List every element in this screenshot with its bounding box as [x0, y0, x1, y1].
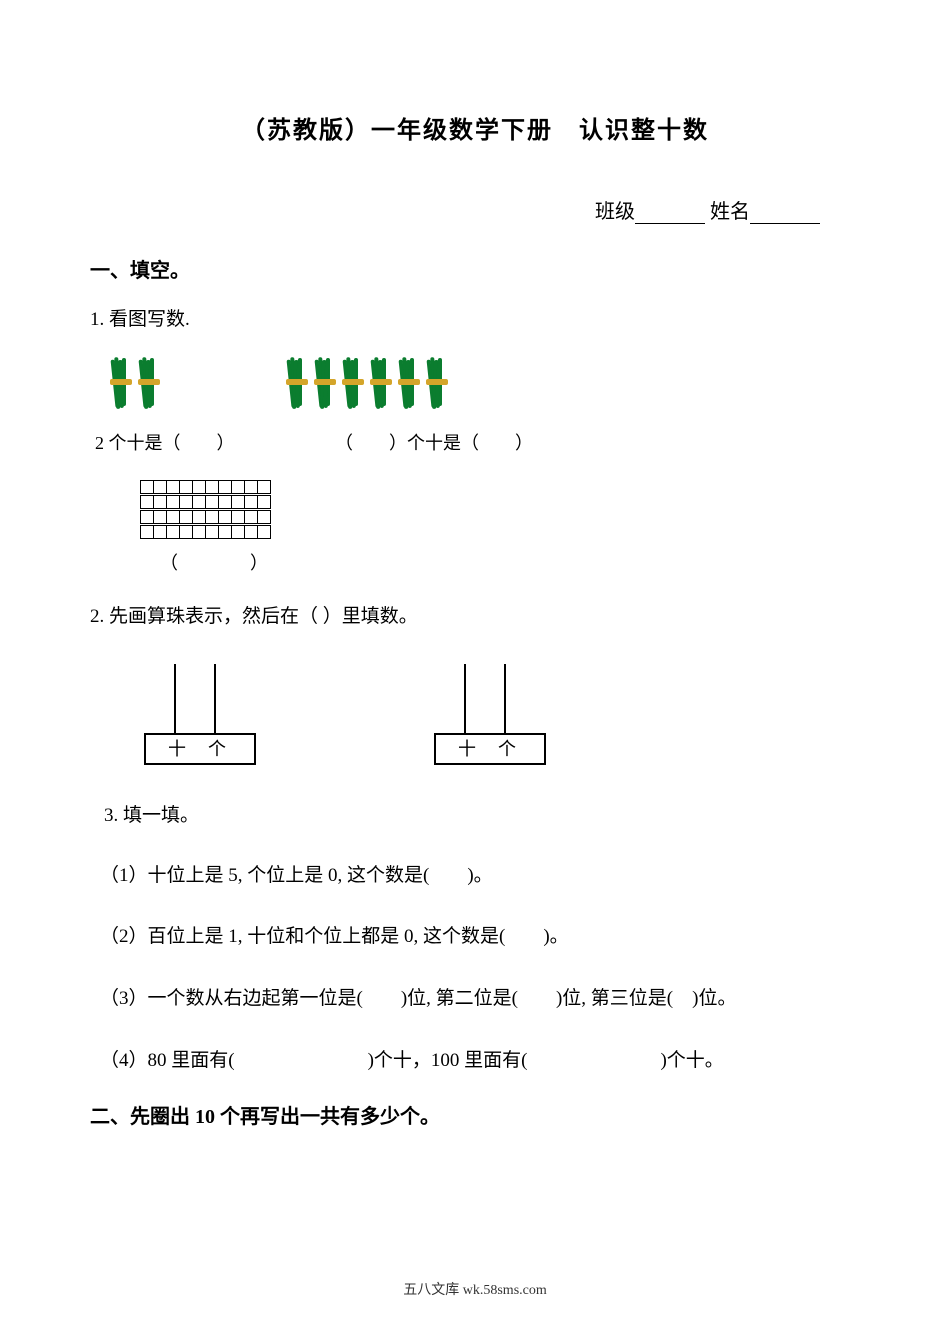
ones-label-1: 个 — [208, 739, 226, 759]
grid-cell — [205, 495, 219, 509]
grid-cell — [218, 525, 232, 539]
abacus-1: 十 个 — [140, 659, 270, 769]
grid-cell — [244, 495, 258, 509]
grid-cell — [257, 480, 271, 494]
grid-cell — [205, 510, 219, 524]
class-label: 班级 — [595, 201, 635, 223]
grid-cell — [179, 525, 193, 539]
q3-item-1: （1）十位上是 5, 个位上是 0, 这个数是( )。 — [100, 854, 860, 898]
bundle-group-1 — [110, 357, 160, 414]
bundle — [286, 357, 308, 414]
bundle — [398, 357, 420, 414]
tens-label-2: 十 — [458, 739, 476, 759]
caption-right: （ ）个十是（ ） — [335, 429, 635, 455]
grid-cell — [192, 495, 206, 509]
bundle — [342, 357, 364, 414]
bundle-group-2 — [286, 357, 448, 414]
grid-cell — [257, 525, 271, 539]
grid-cell — [192, 480, 206, 494]
grid-row — [140, 495, 860, 509]
grid-cell — [231, 495, 245, 509]
q1-text: 1. 看图写数. — [90, 303, 860, 337]
section2-header: 二、先圈出 10 个再写出一共有多少个。 — [90, 1100, 860, 1129]
footer: 五八文库 wk.58sms.com — [0, 1279, 950, 1299]
grid-cell — [231, 525, 245, 539]
bundle — [314, 357, 336, 414]
bundle — [426, 357, 448, 414]
grid-rows — [140, 480, 860, 539]
grid-cell — [179, 510, 193, 524]
stick-bundle-icon — [286, 357, 308, 409]
stick-bundle-icon — [426, 357, 448, 409]
bundle — [138, 357, 160, 414]
ones-label-2: 个 — [498, 739, 516, 759]
q2-text: 2. 先画算珠表示，然后在（ ）里填数。 — [90, 600, 860, 634]
abacus-2: 十 个 — [430, 659, 560, 769]
grid-cell — [179, 480, 193, 494]
grid-cell — [166, 510, 180, 524]
grid-cell — [257, 510, 271, 524]
grid-cell — [166, 525, 180, 539]
page-title: （苏教版）一年级数学下册 认识整十数 — [90, 110, 860, 145]
grid-cell — [244, 525, 258, 539]
grid-cell — [140, 495, 154, 509]
grid-row — [140, 480, 860, 494]
q3-item-2: （2）百位上是 1, 十位和个位上都是 0, 这个数是( )。 — [100, 915, 860, 959]
class-blank — [635, 203, 705, 224]
abacus-row: 十 个 十 个 — [140, 659, 860, 769]
stick-bundle-icon — [138, 357, 160, 409]
grid-cell — [153, 510, 167, 524]
grid-cell — [192, 525, 206, 539]
grid-cell — [153, 495, 167, 509]
caption-left: 2 个十是（ ） — [95, 429, 335, 455]
name-blank — [750, 203, 820, 224]
grid-cell — [140, 510, 154, 524]
class-name-line: 班级 姓名 — [90, 195, 860, 224]
grid-cell — [231, 480, 245, 494]
stick-bundle-icon — [398, 357, 420, 409]
grid-cell — [218, 480, 232, 494]
section1-header: 一、填空。 — [90, 254, 860, 283]
grid-cell — [205, 480, 219, 494]
grid-cell — [218, 495, 232, 509]
grid-cell — [244, 510, 258, 524]
grid-cell — [179, 495, 193, 509]
q3-item-3: （3）一个数从右边起第一位是( )位, 第二位是( )位, 第三位是( )位。 — [100, 977, 860, 1021]
grid-cell — [205, 525, 219, 539]
caption-row: 2 个十是（ ） （ ）个十是（ ） — [95, 429, 860, 455]
q3-item-4: （4）80 里面有( )个十，100 里面有( )个十。 — [100, 1039, 860, 1083]
stick-bundle-icon — [110, 357, 132, 409]
bundle-row — [110, 357, 860, 414]
bundle — [370, 357, 392, 414]
grid-cell — [140, 480, 154, 494]
grid-row — [140, 525, 860, 539]
stick-bundle-icon — [370, 357, 392, 409]
abacus-svg-2: 十 个 — [430, 659, 560, 769]
grid-cell — [218, 510, 232, 524]
grid-cell — [192, 510, 206, 524]
grid-row — [140, 510, 860, 524]
bundle — [110, 357, 132, 414]
grid-caption: （ ） — [160, 549, 860, 575]
grid-cell — [140, 525, 154, 539]
stick-bundle-icon — [314, 357, 336, 409]
grid-cell — [153, 525, 167, 539]
grid-cell — [231, 510, 245, 524]
grid-cell — [244, 480, 258, 494]
tens-label-1: 十 — [168, 739, 186, 759]
stick-bundle-icon — [342, 357, 364, 409]
name-label: 姓名 — [710, 201, 750, 223]
abacus-svg-1: 十 个 — [140, 659, 270, 769]
grid-cell — [153, 480, 167, 494]
grid-cell — [166, 480, 180, 494]
grid-cell — [257, 495, 271, 509]
grid-cell — [166, 495, 180, 509]
q3-text: 3. 填一填。 — [104, 799, 860, 833]
